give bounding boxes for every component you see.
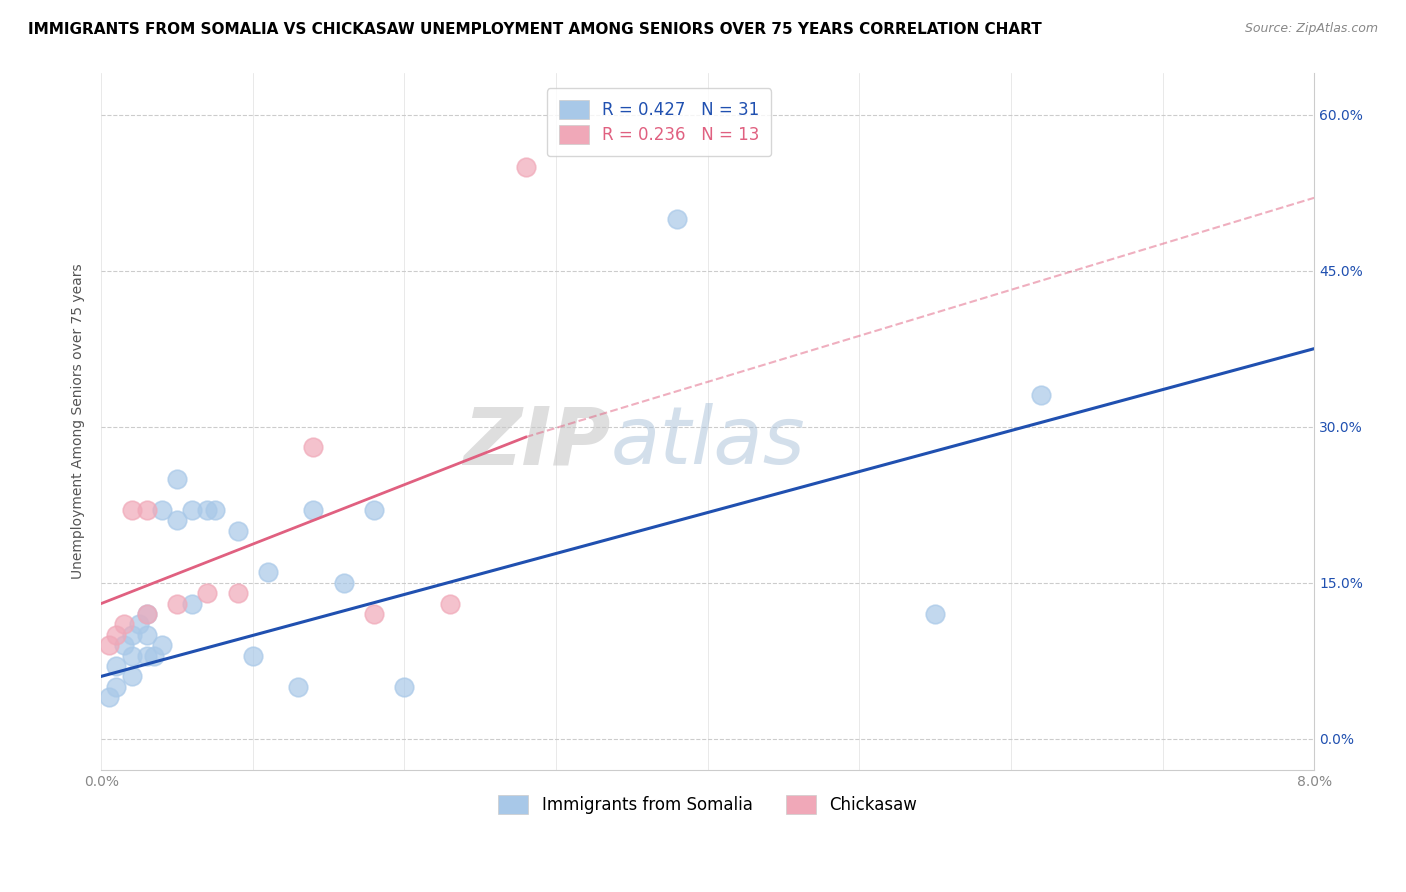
Point	[135, 503, 157, 517]
Point	[363, 503, 385, 517]
Point	[135, 607, 157, 621]
Legend: Immigrants from Somalia, Chickasaw: Immigrants from Somalia, Chickasaw	[488, 785, 927, 824]
Point	[195, 586, 218, 600]
Point	[121, 648, 143, 663]
Point	[195, 503, 218, 517]
Y-axis label: Unemployment Among Seniors over 75 years: Unemployment Among Seniors over 75 years	[72, 264, 86, 579]
Point	[226, 586, 249, 600]
Text: atlas: atlas	[610, 403, 806, 482]
Point	[121, 628, 143, 642]
Point	[121, 669, 143, 683]
Point	[204, 503, 226, 517]
Point	[112, 638, 135, 652]
Point	[135, 648, 157, 663]
Point	[302, 503, 325, 517]
Point	[112, 617, 135, 632]
Point	[257, 566, 280, 580]
Point	[363, 607, 385, 621]
Point	[181, 597, 204, 611]
Text: ZIP: ZIP	[463, 403, 610, 482]
Point	[143, 648, 166, 663]
Point	[121, 503, 143, 517]
Point	[394, 680, 416, 694]
Point	[105, 680, 128, 694]
Point	[242, 648, 264, 663]
Point	[128, 617, 150, 632]
Point	[439, 597, 461, 611]
Point	[166, 472, 188, 486]
Point	[181, 503, 204, 517]
Point	[287, 680, 309, 694]
Point	[666, 211, 689, 226]
Point	[150, 638, 173, 652]
Point	[1031, 388, 1053, 402]
Point	[333, 575, 356, 590]
Point	[924, 607, 946, 621]
Point	[150, 503, 173, 517]
Point	[226, 524, 249, 538]
Point	[166, 597, 188, 611]
Point	[97, 638, 120, 652]
Point	[105, 628, 128, 642]
Point	[105, 659, 128, 673]
Point	[135, 628, 157, 642]
Point	[97, 690, 120, 705]
Text: IMMIGRANTS FROM SOMALIA VS CHICKASAW UNEMPLOYMENT AMONG SENIORS OVER 75 YEARS CO: IMMIGRANTS FROM SOMALIA VS CHICKASAW UNE…	[28, 22, 1042, 37]
Point	[166, 513, 188, 527]
Text: Source: ZipAtlas.com: Source: ZipAtlas.com	[1244, 22, 1378, 36]
Point	[135, 607, 157, 621]
Point	[515, 160, 537, 174]
Point	[302, 441, 325, 455]
